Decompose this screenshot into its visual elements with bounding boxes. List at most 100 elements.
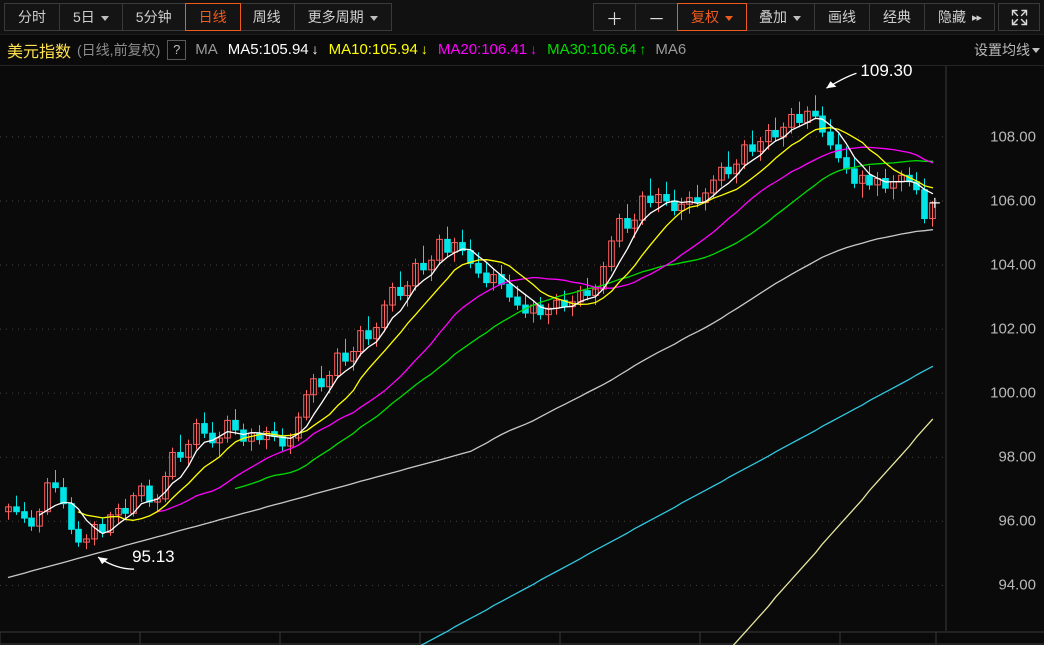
candle-body-up: [404, 285, 411, 296]
fullscreen-button[interactable]: [998, 3, 1040, 31]
button-label: 经典: [882, 9, 911, 25]
candle-body-down: [624, 218, 631, 229]
period-button-group: 分时 5日 5分钟 日线 周线 更多周期: [4, 3, 392, 31]
period-button-4[interactable]: 周线: [240, 4, 295, 30]
chart-toolbar: 分时 5日 5分钟 日线 周线 更多周期 ＋ － 复权 叠加 画线 经典 隐藏 ▸▸: [0, 0, 1044, 35]
period-button-0[interactable]: 分时: [5, 4, 60, 30]
ma-line-ma10: [77, 127, 934, 521]
ma-trend-arrow-0: ↓: [311, 41, 319, 57]
ma-legend-item-3: MA30:106.64: [547, 41, 637, 58]
candle-body-up: [490, 274, 497, 284]
low-annotation-arrowhead: [98, 557, 109, 565]
page-title: 美元指数: [7, 43, 72, 61]
button-label: 5分钟: [135, 9, 172, 25]
button-label: 分时: [18, 9, 46, 25]
candle-body-down: [201, 423, 208, 434]
candle-body-up: [373, 326, 380, 340]
candle-body-up: [193, 423, 200, 445]
minus-icon[interactable]: －: [636, 4, 678, 30]
ma-trend-arrow-1: ↓: [420, 41, 428, 57]
candle-body-down: [459, 242, 466, 252]
candle-body-up: [412, 262, 419, 287]
candle-body-down: [663, 194, 670, 202]
period-button-5[interactable]: 更多周期: [295, 4, 391, 30]
candle-body-up: [303, 394, 310, 418]
candle-body-up: [655, 194, 662, 204]
candle-body-down: [483, 272, 490, 284]
candle-body-up: [686, 197, 693, 205]
ma-legend-item-1: MA10:105.94: [328, 41, 418, 58]
tool-button-3[interactable]: 叠加: [746, 4, 815, 30]
candle-body-up: [616, 218, 623, 242]
period-button-1[interactable]: 5日: [60, 4, 123, 30]
set-ma-label: 设置均线: [974, 41, 1030, 58]
candle-body-up: [733, 163, 740, 175]
ma-line-ma5: [38, 117, 934, 535]
candle-body-down: [209, 432, 216, 444]
candle-body-down: [827, 131, 834, 146]
candle-body-up: [381, 304, 388, 328]
indicator-legend: 美元指数 (日线,前复权) ? MA MA5:105.94 ↓ MA10:105.9…: [0, 34, 1044, 66]
candle-body-down: [467, 250, 474, 264]
candle-body-down: [537, 304, 544, 316]
button-label: 叠加: [758, 9, 787, 25]
candle-body-down: [342, 352, 349, 362]
tool-button-6[interactable]: 隐藏 ▸▸: [925, 4, 994, 30]
candle-body-down: [772, 129, 779, 138]
period-button-2[interactable]: 5分钟: [123, 4, 186, 30]
candle-body-down: [75, 528, 82, 543]
button-label: 隐藏: [937, 9, 966, 25]
tools-button-group: ＋ － 复权 叠加 画线 经典 隐藏 ▸▸: [592, 3, 995, 31]
candle-body-up: [718, 166, 725, 181]
candle-body-up: [350, 351, 357, 362]
candle-body-up: [545, 307, 552, 316]
ma-legend-item-2: MA20:106.41: [437, 41, 528, 58]
candle-body-up: [859, 174, 866, 184]
high-annotation: 109.30: [860, 61, 913, 81]
candle-body-down: [232, 419, 239, 431]
candle-body-down: [177, 451, 184, 458]
candle-body-down: [28, 517, 35, 527]
candle-body-up: [216, 437, 223, 444]
button-label: 复权: [690, 9, 719, 25]
ma-truncated-label: MA6: [655, 41, 687, 58]
candle-body-down: [318, 378, 325, 388]
candle-body-up: [389, 286, 396, 306]
candle-body-down: [671, 200, 678, 212]
tool-button-5[interactable]: 经典: [870, 4, 925, 30]
candle-body-down: [647, 195, 654, 204]
candle-body-down: [397, 286, 404, 296]
candle-body-down: [514, 296, 521, 306]
price-chart[interactable]: 108.00 106.00 104.00 102.00 100.00 98.00 96.00…: [0, 61, 1044, 645]
candle-body-up: [44, 482, 51, 513]
chart-subtitle: (日线,前复权): [77, 41, 161, 58]
candle-body-down: [694, 197, 701, 204]
tool-button-4[interactable]: 画线: [815, 4, 870, 30]
button-label: 更多周期: [307, 9, 364, 25]
candlestick-canvas[interactable]: [0, 66, 1044, 645]
candle-body-up: [608, 240, 615, 268]
candle-body-up: [765, 129, 772, 143]
set-ma-dropdown[interactable]: 设置均线: [974, 40, 1040, 60]
candle-body-down: [475, 262, 482, 274]
help-icon[interactable]: ?: [167, 39, 187, 60]
candle-body-down: [122, 507, 129, 514]
button-label: －: [647, 9, 665, 29]
candle-body-up: [741, 144, 748, 165]
period-button-3[interactable]: 日线: [184, 3, 241, 31]
candle-body-up: [631, 219, 638, 229]
candle-body-up: [757, 141, 764, 152]
candle-body-up: [107, 514, 114, 534]
candle-body-down: [99, 524, 106, 534]
candle-body-down: [13, 506, 20, 513]
ma-trend-arrow-3: ↑: [639, 41, 647, 57]
ma-legend-item-0: MA5:105.94: [227, 41, 309, 58]
tool-button-2[interactable]: 复权: [676, 3, 747, 31]
chevron-down-icon: [100, 15, 109, 21]
candle-body-down: [819, 115, 826, 133]
candle-body-up: [83, 538, 90, 543]
candle-body-down: [796, 113, 803, 123]
plus-icon[interactable]: ＋: [594, 4, 636, 30]
candle-body-up: [115, 507, 122, 516]
ma-line-ma20: [156, 146, 934, 513]
